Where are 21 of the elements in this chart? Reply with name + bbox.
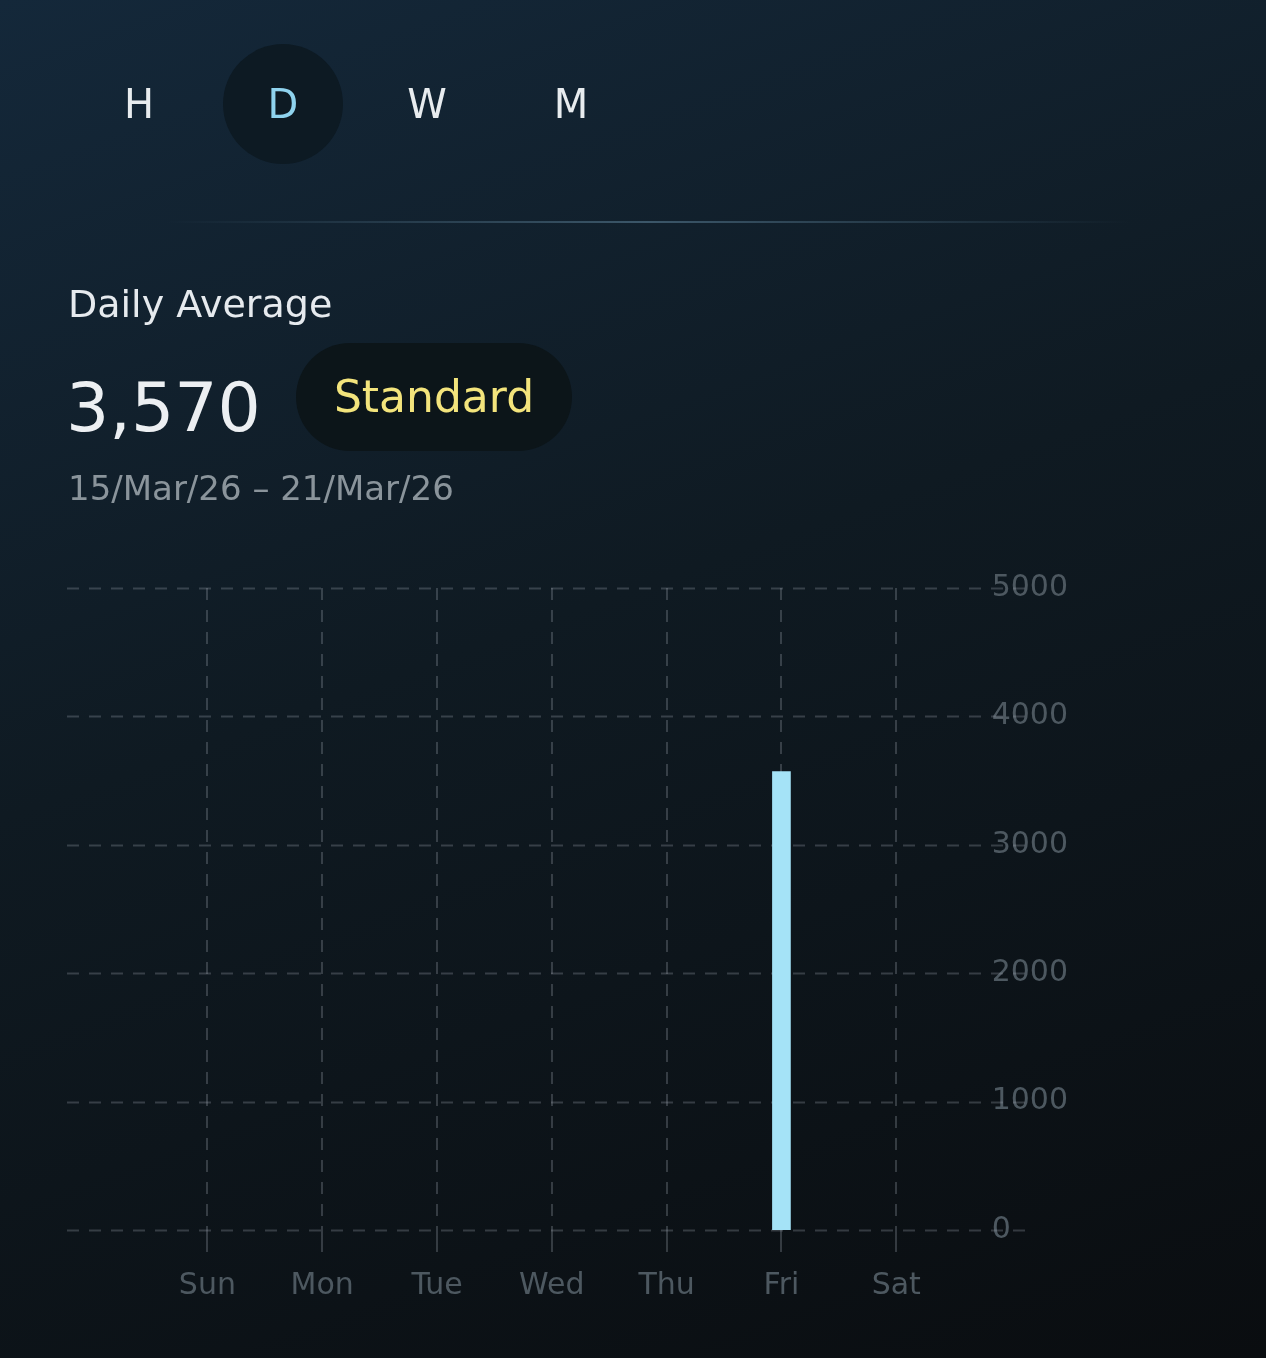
text: D (223, 44, 343, 164)
text: 3,570 (66, 368, 261, 447)
chart-subtitle: 15/Mar/26 – 21/Mar/26 (68, 468, 454, 508)
x-tick-label: Fri (763, 1265, 800, 1301)
text: H (122, 80, 156, 129)
text: W (406, 80, 448, 129)
y-tick-label: 3000 (991, 824, 1069, 860)
y-tick-label: 5000 (991, 567, 1069, 603)
y-tick-label: 2000 (991, 953, 1069, 988)
x-tick-label: Mon (290, 1265, 354, 1301)
chart-title: Daily Average (68, 282, 333, 326)
x-tick-label: Tue (410, 1265, 463, 1301)
text: M (552, 80, 590, 129)
y-tick-label: 0 (991, 1209, 1011, 1245)
text: Standard (296, 343, 572, 451)
x-tick-label: Sun (178, 1265, 236, 1301)
y-tick-label: 1000 (991, 1081, 1069, 1117)
y-tick-label: 4000 (991, 696, 1069, 732)
x-tick-label: Thu (637, 1265, 695, 1301)
x-tick-label: Wed (519, 1265, 585, 1301)
x-tick-label: Sat (871, 1265, 922, 1301)
